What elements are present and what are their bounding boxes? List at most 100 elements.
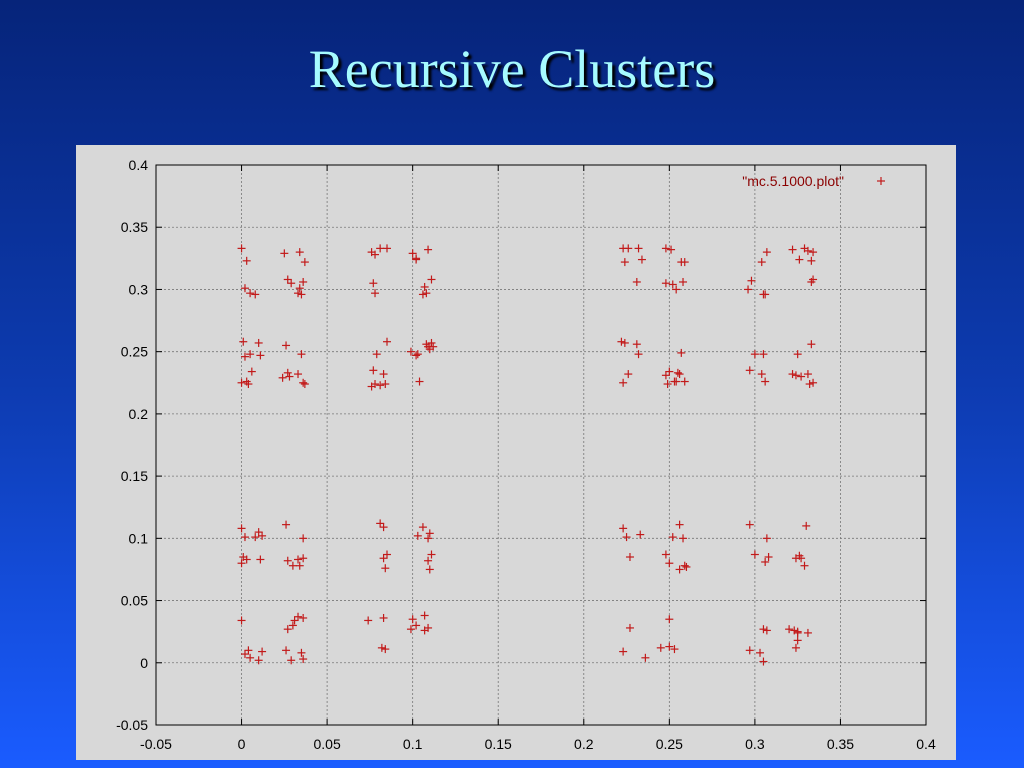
data-point <box>299 655 308 664</box>
x-tick-label: 0.25 <box>656 736 683 752</box>
x-tick-label: 0.05 <box>313 736 340 752</box>
data-point <box>237 524 246 533</box>
data-point <box>619 524 628 533</box>
data-point <box>297 290 306 299</box>
data-point <box>677 348 686 357</box>
data-point <box>661 550 670 559</box>
data-point <box>625 623 634 632</box>
data-point <box>788 245 797 254</box>
data-point <box>283 556 292 565</box>
y-tick-label: 0.25 <box>121 344 148 360</box>
data-point <box>300 258 309 267</box>
plot-area <box>155 164 927 726</box>
data-point <box>762 534 771 543</box>
data-point <box>369 279 378 288</box>
data-point <box>795 255 804 264</box>
data-point <box>237 559 246 568</box>
data-point <box>237 244 246 253</box>
data-point <box>295 248 304 257</box>
data-point <box>424 556 433 565</box>
data-point <box>805 380 814 389</box>
data-point <box>244 646 253 655</box>
data-point <box>412 621 421 630</box>
data-point <box>809 248 818 257</box>
data-point <box>282 520 291 529</box>
data-point <box>413 531 422 540</box>
data-point <box>299 554 308 563</box>
data-point <box>287 656 296 665</box>
data-point <box>418 290 427 299</box>
data-point <box>807 256 816 265</box>
data-point <box>427 275 436 284</box>
data-point <box>425 529 434 538</box>
data-point <box>619 378 628 387</box>
data-point <box>670 645 679 654</box>
data-point <box>283 625 292 634</box>
data-point <box>244 380 253 389</box>
data-point <box>797 554 806 563</box>
data-point <box>637 255 646 264</box>
data-point <box>665 559 674 568</box>
data-point <box>673 368 682 377</box>
x-tick-label: 0.1 <box>403 736 423 752</box>
data-point <box>383 337 391 346</box>
data-point <box>803 370 812 379</box>
data-point <box>800 561 809 570</box>
data-point <box>371 380 380 389</box>
data-point <box>793 628 802 637</box>
data-point <box>280 249 289 258</box>
x-tick-label: 0.15 <box>485 736 512 752</box>
grid <box>156 165 926 725</box>
data-point <box>408 615 417 624</box>
data-point <box>802 521 811 530</box>
data-point <box>807 340 816 349</box>
data-point <box>376 519 385 528</box>
data-point <box>745 520 754 529</box>
data-point <box>251 533 260 542</box>
data-point <box>295 561 304 570</box>
data-point <box>246 350 255 359</box>
data-point <box>379 554 388 563</box>
data-point <box>791 371 800 380</box>
data-point <box>791 643 800 652</box>
legend-label: "mc.5.1000.plot" <box>742 173 844 189</box>
data-point <box>750 350 759 359</box>
y-tick-label: 0.3 <box>129 281 149 297</box>
data-point <box>759 625 768 634</box>
data-point <box>381 645 390 654</box>
data-point <box>672 285 681 294</box>
data-point <box>803 628 812 637</box>
data-point <box>376 381 385 390</box>
axis-ticks: -0.05 0 0.05 0.1 0.15 0.2 0.25 0.3 0.35 0.4 -0.05 0… <box>116 157 936 752</box>
data-point <box>661 244 670 253</box>
data-point <box>641 653 650 662</box>
data-point <box>412 351 421 360</box>
data-point <box>680 561 689 570</box>
data-point <box>295 284 304 293</box>
data-point <box>420 611 429 620</box>
data-point <box>625 553 634 561</box>
data-point <box>299 534 308 543</box>
data-point <box>258 647 267 656</box>
data-point <box>785 625 794 634</box>
data-point <box>251 290 260 299</box>
data-point <box>747 276 756 285</box>
data-point <box>670 377 679 386</box>
data-point <box>381 564 390 573</box>
data-point <box>299 613 308 622</box>
data-point <box>665 367 674 376</box>
data-point <box>408 249 417 258</box>
data-points <box>237 244 818 666</box>
data-point <box>379 370 388 379</box>
y-tick-label: 0 <box>140 655 148 671</box>
data-point <box>632 277 641 286</box>
y-tick-label: 0.1 <box>129 530 149 546</box>
data-point <box>761 557 770 566</box>
data-point <box>797 372 806 381</box>
data-point <box>413 350 422 359</box>
data-point <box>283 368 292 377</box>
slide-title: Recursive Clusters <box>308 39 716 99</box>
data-point <box>297 350 306 359</box>
data-point <box>764 553 773 561</box>
data-point <box>376 244 385 253</box>
